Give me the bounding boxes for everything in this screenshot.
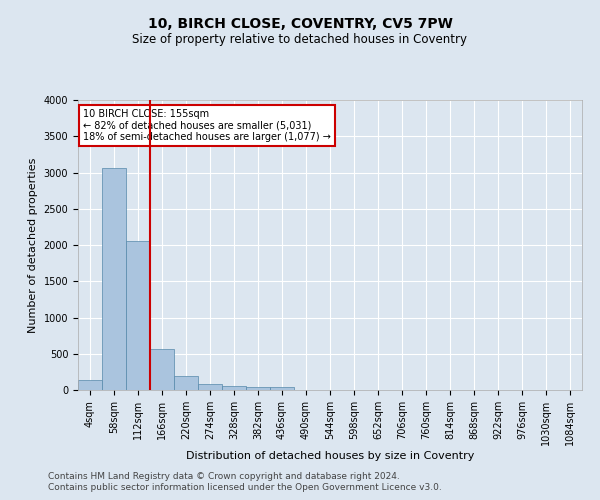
Bar (126, 240, 150, 390)
Bar (222, 386, 246, 390)
Text: 10, BIRCH CLOSE, COVENTRY, CV5 7PW: 10, BIRCH CLOSE, COVENTRY, CV5 7PW (148, 18, 452, 32)
Bar (102, 168, 126, 390)
Text: Size of property relative to detached houses in Coventry: Size of property relative to detached ho… (133, 32, 467, 46)
Text: Contains HM Land Registry data © Crown copyright and database right 2024.: Contains HM Land Registry data © Crown c… (48, 472, 400, 481)
Bar (270, 387, 294, 390)
Bar (246, 387, 270, 390)
Text: 10 BIRCH CLOSE: 155sqm
← 82% of detached houses are smaller (5,031)
18% of semi-: 10 BIRCH CLOSE: 155sqm ← 82% of detached… (83, 108, 331, 142)
Y-axis label: Number of detached properties: Number of detached properties (28, 158, 38, 332)
Text: Contains public sector information licensed under the Open Government Licence v3: Contains public sector information licen… (48, 484, 442, 492)
Bar (150, 350, 174, 390)
Bar (78, 380, 102, 390)
Bar (174, 376, 198, 390)
X-axis label: Distribution of detached houses by size in Coventry: Distribution of detached houses by size … (186, 450, 474, 460)
Bar (198, 384, 222, 390)
